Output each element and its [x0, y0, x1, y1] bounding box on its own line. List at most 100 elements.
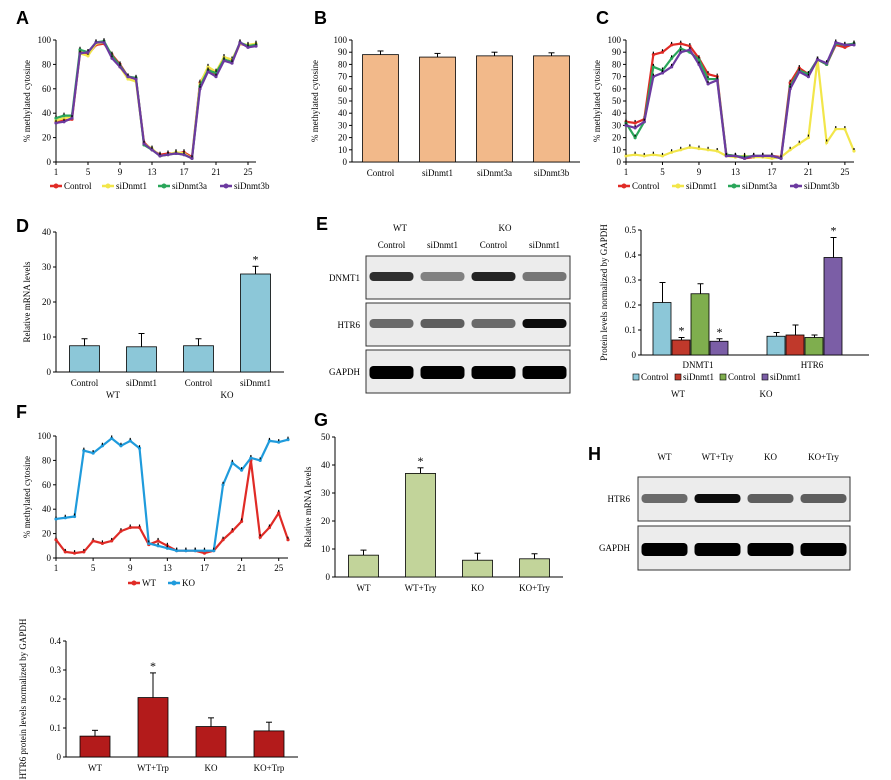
data-point [119, 444, 123, 448]
blot-row-label: DNMT1 [329, 273, 360, 283]
legend-swatch [632, 373, 640, 381]
data-point [633, 126, 637, 130]
data-point [742, 156, 747, 160]
data-point [806, 75, 811, 79]
data-point [82, 449, 86, 453]
legend-label: Control [64, 181, 92, 191]
x-tick-label: 9 [128, 563, 133, 573]
blot-band [369, 272, 414, 281]
y-tick-label: 50 [338, 96, 348, 106]
bar [462, 559, 493, 578]
data-point [752, 154, 756, 158]
data-point [110, 539, 114, 543]
y-tick-label: 0.1 [625, 325, 636, 335]
data-point [126, 77, 130, 81]
y-tick-label: 0.4 [625, 250, 637, 260]
data-point [193, 549, 197, 553]
data-point [733, 154, 738, 158]
legend-label: siDnmt3a [172, 181, 207, 191]
data-point [679, 46, 683, 51]
x-tick-label: KO [471, 583, 484, 593]
data-point [797, 142, 801, 146]
bar [183, 345, 214, 373]
y-tick-label: 40 [42, 227, 52, 237]
bar [766, 335, 786, 356]
legend-label: siDnmt3a [742, 181, 777, 191]
data-point [660, 71, 665, 75]
series-line-wt [55, 460, 290, 555]
y-tick-label: 0.3 [50, 665, 62, 675]
data-point [150, 148, 154, 152]
data-point [670, 56, 674, 60]
legend-marker [223, 183, 229, 189]
x-tick-label: 13 [731, 167, 741, 177]
data-point [815, 57, 820, 62]
y-tick-label: 30 [321, 488, 331, 498]
legend-label: siDnmt1 [770, 372, 801, 382]
x-tick-label: 25 [274, 563, 284, 573]
panel-label-e: E [316, 214, 328, 234]
data-point [62, 114, 66, 118]
data-point [679, 148, 683, 152]
y-tick-label: 0 [326, 572, 331, 582]
legend-marker [53, 183, 59, 189]
data-point [770, 156, 774, 160]
x-tick-label: 17 [767, 167, 777, 177]
bar [362, 54, 399, 163]
data-point [660, 154, 665, 158]
legend-swatch [719, 373, 727, 381]
data-point [651, 65, 655, 69]
y-tick-label: 20 [42, 297, 52, 307]
blot-band [420, 272, 465, 281]
data-point [843, 45, 847, 49]
group-label: KO [760, 389, 773, 399]
blot-group-label: KO [499, 223, 512, 233]
data-point [825, 61, 829, 65]
y-tick-label: 20 [42, 133, 52, 143]
legend-label: siDnmt3b [804, 181, 840, 191]
y-tick-label: 40 [321, 460, 331, 470]
blot-lane-label: KO+Try [808, 452, 839, 462]
data-point [670, 43, 674, 47]
data-point [158, 154, 162, 158]
x-tick-label: 1 [624, 167, 629, 177]
data-point [230, 529, 234, 533]
blot-row-label: GAPDH [599, 543, 631, 553]
data-point [72, 551, 77, 555]
data-point [633, 121, 637, 125]
significance-star: * [831, 224, 837, 238]
x-tick-label: 1 [54, 563, 59, 573]
y-tick-label: 0.2 [50, 694, 61, 704]
y-axis-label: % methylated cytosine [22, 60, 32, 142]
x-tick-label: 25 [840, 167, 850, 177]
y-tick-label: 10 [321, 544, 331, 554]
x-tick-label: WT+Trp [137, 763, 169, 773]
x-tick-label: siDnmt3a [477, 168, 512, 178]
data-point [91, 539, 95, 543]
blot-band [694, 494, 741, 503]
data-point [110, 56, 114, 60]
bar [348, 554, 379, 578]
data-point [697, 146, 701, 151]
data-point [206, 65, 210, 69]
data-point [202, 551, 207, 555]
data-point [843, 127, 847, 131]
y-tick-label: 90 [338, 47, 348, 57]
legend-marker [675, 183, 681, 189]
y-tick-label: 20 [42, 529, 52, 539]
data-point [624, 123, 628, 127]
bar [785, 334, 805, 356]
data-point [706, 82, 710, 86]
y-tick-label: 70 [338, 72, 348, 82]
data-point [249, 456, 253, 460]
x-tick-label: 9 [118, 167, 123, 177]
blot-band [522, 272, 567, 281]
data-point [54, 517, 58, 521]
data-point [137, 525, 142, 530]
x-tick-label: WT [88, 763, 102, 773]
data-point [78, 48, 82, 52]
blot-lane-label: WT+Try [702, 452, 734, 462]
legend-label: siDnmt3b [234, 181, 270, 191]
panel-label-h: H [588, 444, 601, 464]
data-point [54, 116, 58, 120]
